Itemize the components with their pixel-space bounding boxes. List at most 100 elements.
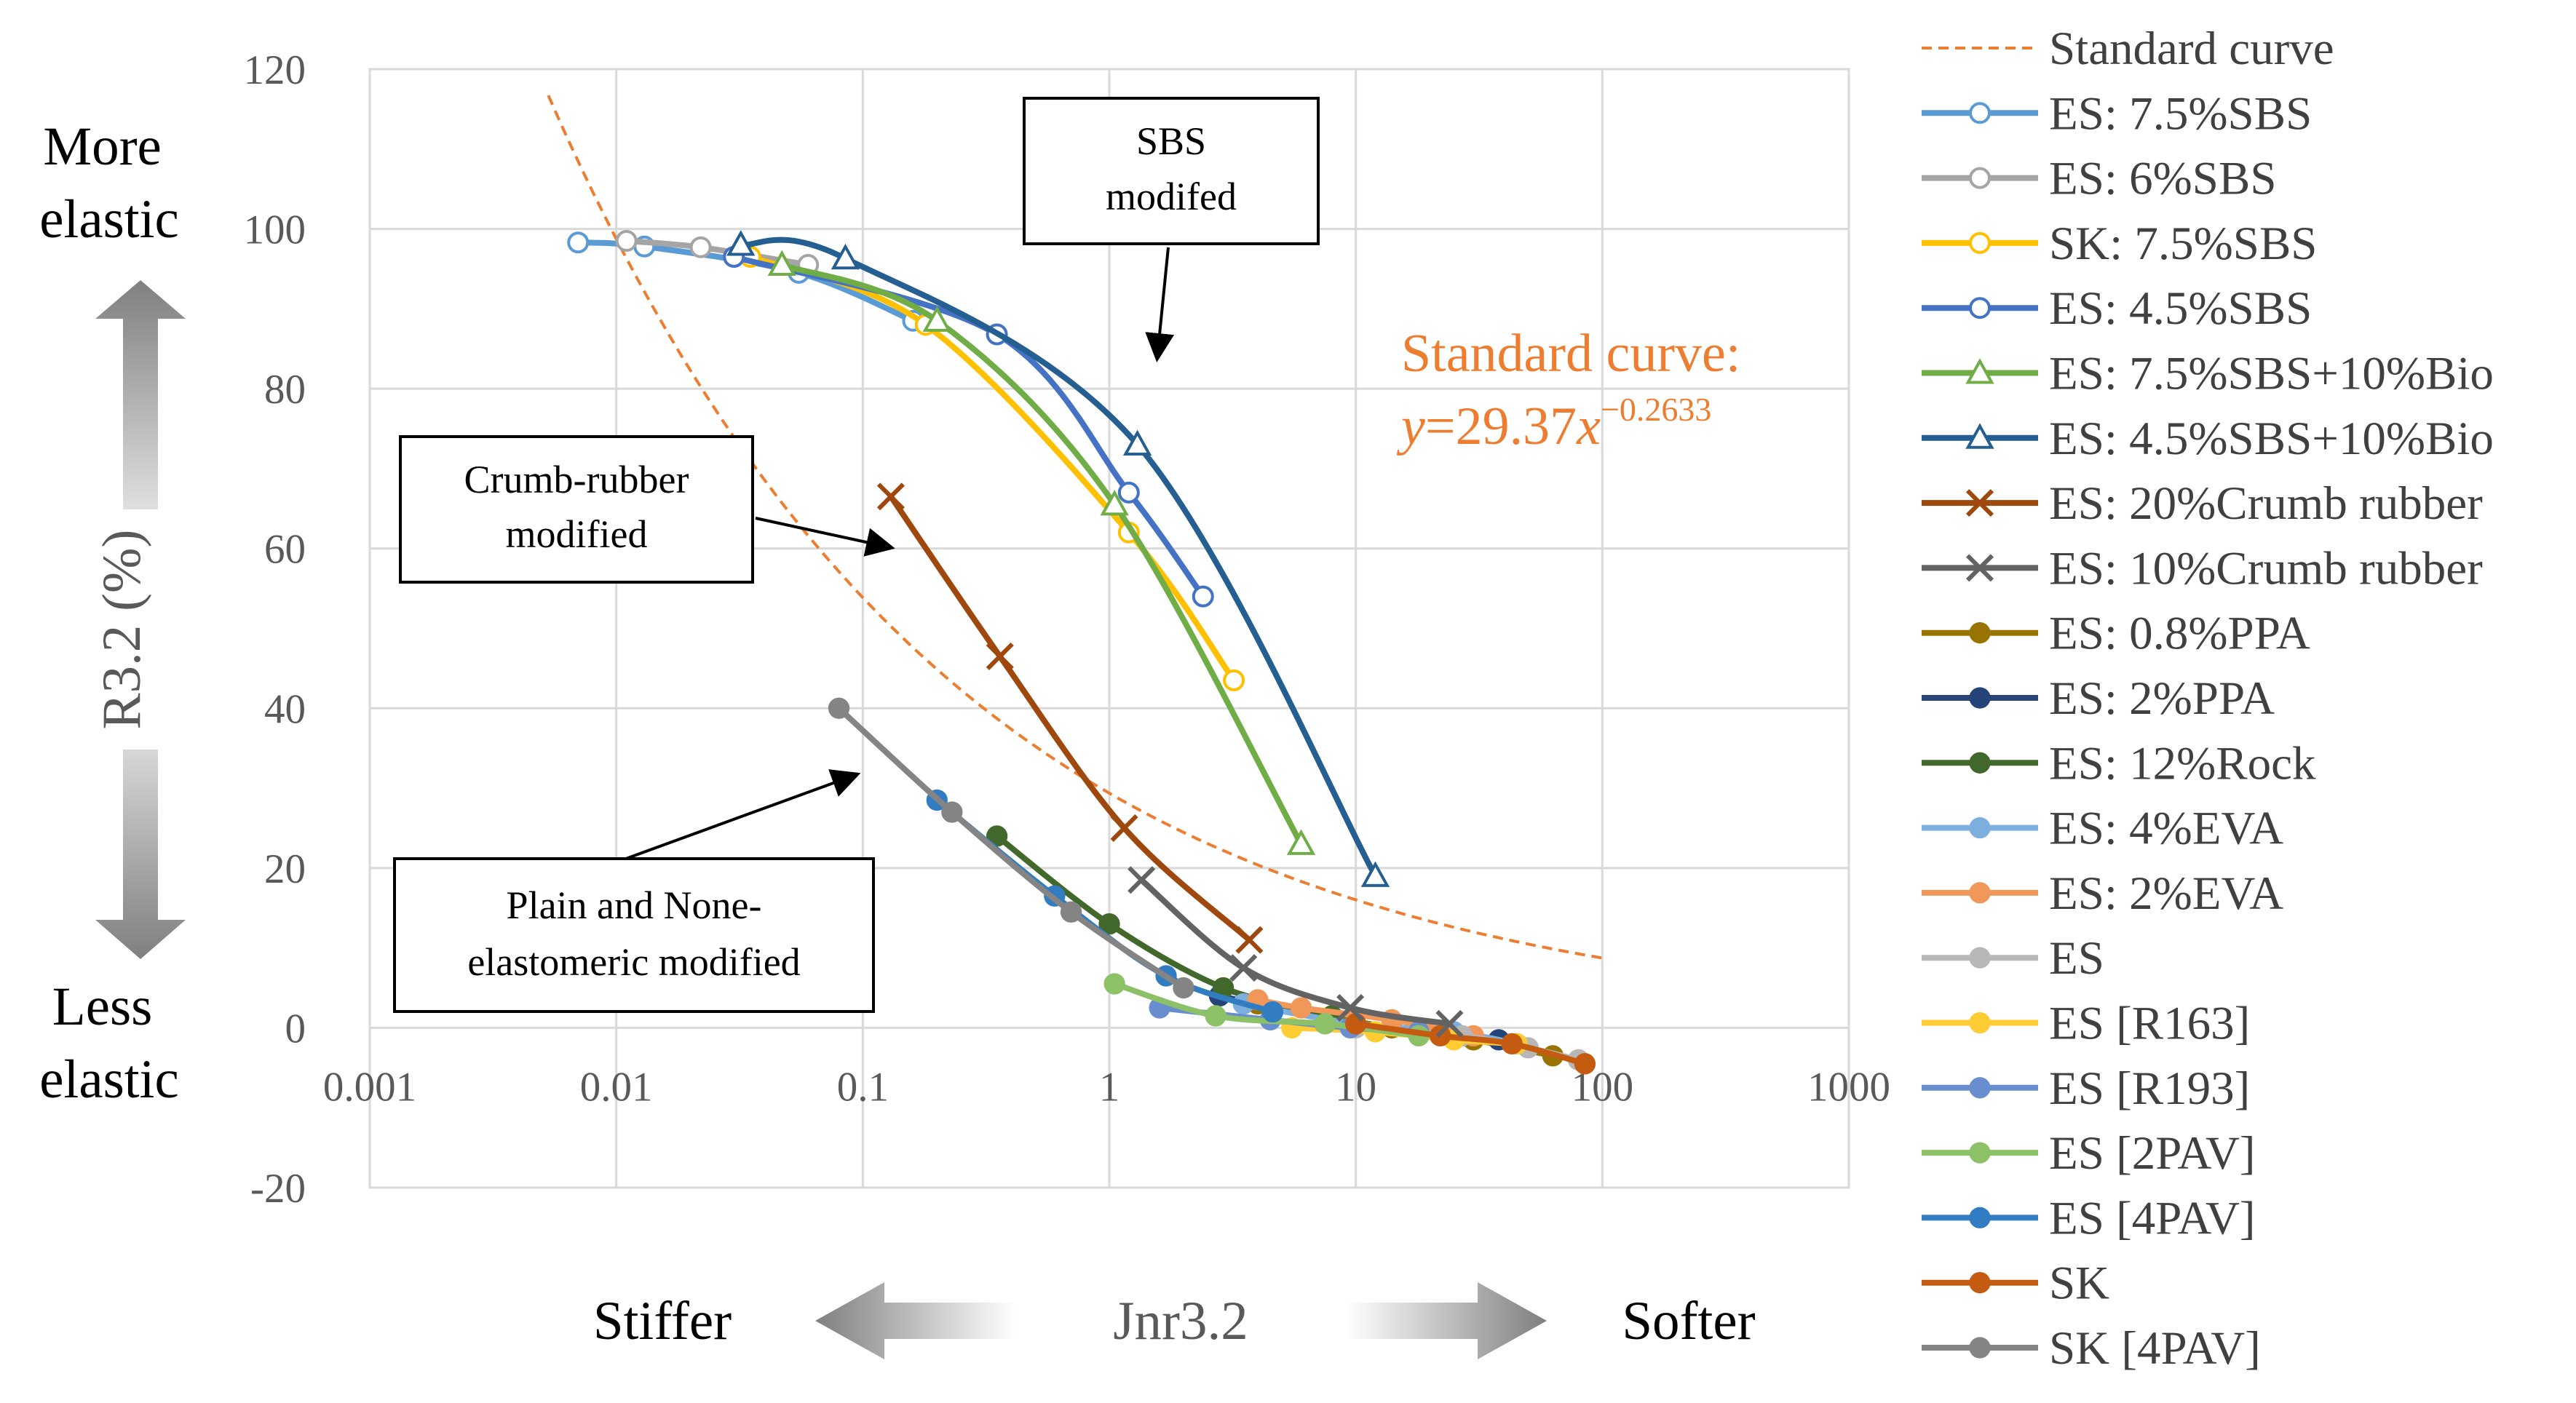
legend-marker: [1969, 622, 1991, 644]
less-label: Less: [52, 977, 152, 1037]
legend-item-6: ES: 4.5%SBS+10%Bio: [1922, 413, 2494, 465]
equation-y: y: [1396, 397, 1425, 456]
legend-label: ES: 2%EVA: [2049, 867, 2283, 920]
series-line: [779, 262, 1304, 847]
legend-item-15: ES [R163]: [1922, 998, 2250, 1050]
annotation-sbs-arrow: [1145, 247, 1175, 362]
annotation-plain: Plain and None- elastomeric modified: [393, 769, 875, 1013]
legend-marker: [1969, 167, 1991, 189]
equation-title: Standard curve:: [1401, 324, 1740, 383]
legend-label: ES: [2049, 932, 2104, 985]
legend-label: ES [R193]: [2049, 1062, 2250, 1115]
more-elastic-label: More elastic: [39, 116, 179, 250]
legend-label: ES: 4.5%SBS+10%Bio: [2049, 413, 2494, 465]
legend-marker: [1969, 1272, 1991, 1294]
legend-item-10: ES: 2%PPA: [1922, 672, 2275, 725]
legend-marker: [1969, 816, 1991, 839]
legend-marker: [1969, 947, 1991, 969]
data-point: [1314, 1013, 1336, 1035]
stiffer-label: Stiffer: [593, 1291, 732, 1351]
data-point: [1261, 1001, 1284, 1023]
annotation-sbs-line2: modifed: [1106, 175, 1237, 218]
equation-exponent: −0.2633: [1601, 391, 1711, 428]
x-tick-label: 0.1: [837, 1064, 889, 1110]
legend-item-8: ES: 10%Crumb rubber: [1922, 542, 2483, 595]
series-8: [1128, 866, 1464, 1038]
data-point: [986, 642, 1014, 670]
legend-label: ES [4PAV]: [2049, 1192, 2256, 1244]
data-point: [1336, 993, 1365, 1022]
legend-item-4: ES: 4.5%SBS: [1922, 282, 2312, 335]
annotation-crumb: Crumb-rubber modified: [399, 435, 895, 584]
data-point: [1173, 977, 1194, 999]
legend-item-12: ES: 4%EVA: [1922, 803, 2283, 855]
data-point: [1360, 861, 1390, 887]
data-point: [831, 243, 860, 270]
data-point: [1229, 954, 1258, 982]
legend-item-14: ES: [1922, 932, 2104, 985]
legend-item-16: ES [R193]: [1922, 1062, 2250, 1115]
series-20: [828, 697, 1194, 999]
y-tick-labels: -20 0 20 40 60 80 100 120: [244, 47, 306, 1212]
legend-label: ES: 4%EVA: [2049, 803, 2283, 855]
series-5: [767, 250, 1316, 855]
data-point: [1286, 829, 1316, 855]
more-label: More: [43, 116, 161, 177]
series-line: [1352, 1020, 1588, 1067]
legend-marker: [1969, 297, 1991, 319]
elastic-top-label: elastic: [39, 189, 179, 250]
y-tick-label: 120: [244, 47, 306, 93]
legend-item-20: SK [4PAV]: [1922, 1322, 2261, 1375]
legend-label: ES: 4.5%SBS: [2049, 282, 2312, 335]
series-group: [567, 230, 1596, 1075]
legend-label: ES: 7.5%SBS+10%Bio: [2049, 348, 2494, 400]
data-point: [1223, 669, 1245, 691]
legend-label: SK: [2049, 1257, 2109, 1310]
equation-formula: y=29.37x−0.2633: [1396, 391, 1711, 456]
legend-label: ES: 2%PPA: [2049, 672, 2275, 725]
data-point: [1060, 901, 1082, 923]
legend-item-1: ES: 7.5%SBS: [1922, 87, 2312, 140]
legend-item-5: ES: 7.5%SBS+10%Bio: [1922, 348, 2494, 400]
y-axis-title: R3.2 (%): [92, 530, 152, 730]
legend-item-18: ES [4PAV]: [1922, 1192, 2256, 1244]
annotation-crumb-arrow: [755, 517, 895, 557]
data-point: [1122, 429, 1152, 456]
data-point: [1345, 1013, 1367, 1035]
y-tick-label: -20: [250, 1166, 306, 1212]
legend-label: ES: 10%Crumb rubber: [2049, 542, 2483, 595]
data-point: [1501, 1033, 1523, 1055]
data-point: [767, 250, 796, 276]
annotation-crumb-line1: Crumb-rubber: [464, 458, 689, 501]
legend-marker: [1965, 358, 1994, 384]
annotation-plain-arrow: [625, 769, 861, 860]
legend-marker: [1969, 231, 1991, 254]
legend-item-13: ES: 2%EVA: [1922, 867, 2283, 920]
x-axis-title: Jnr3.2: [1113, 1291, 1248, 1351]
data-point: [615, 230, 638, 253]
legend-marker: [1969, 752, 1991, 774]
y-tick-label: 60: [264, 527, 306, 573]
data-point: [1290, 997, 1312, 1019]
series-7: [876, 482, 1264, 954]
legend-label: SK: 7.5%SBS: [2049, 218, 2317, 270]
legend-marker: [1969, 102, 1991, 124]
y-tick-label: 40: [264, 686, 306, 732]
data-point: [828, 697, 850, 719]
equation-rhs: =29.37: [1425, 397, 1577, 456]
legend: Standard curve ES: 7.5%SBS ES: 6%SBS SK: 7.…: [1922, 23, 2494, 1375]
legend-marker: [1969, 1207, 1991, 1229]
data-point: [941, 801, 963, 823]
y-tick-label: 0: [285, 1006, 306, 1052]
annotation-sbs: SBS modifed: [1023, 97, 1320, 362]
legend-label: ES [R163]: [2049, 998, 2250, 1050]
legend-item-standard-curve: Standard curve: [1922, 23, 2334, 75]
data-point: [567, 231, 590, 254]
legend-label: SK [4PAV]: [2049, 1322, 2261, 1375]
x-tick-label: 10: [1335, 1064, 1376, 1110]
data-point: [1128, 866, 1156, 894]
y-tick-label: 100: [244, 207, 306, 253]
data-point: [1117, 481, 1140, 504]
data-point: [1205, 1005, 1226, 1027]
legend-marker: [1969, 1077, 1991, 1099]
